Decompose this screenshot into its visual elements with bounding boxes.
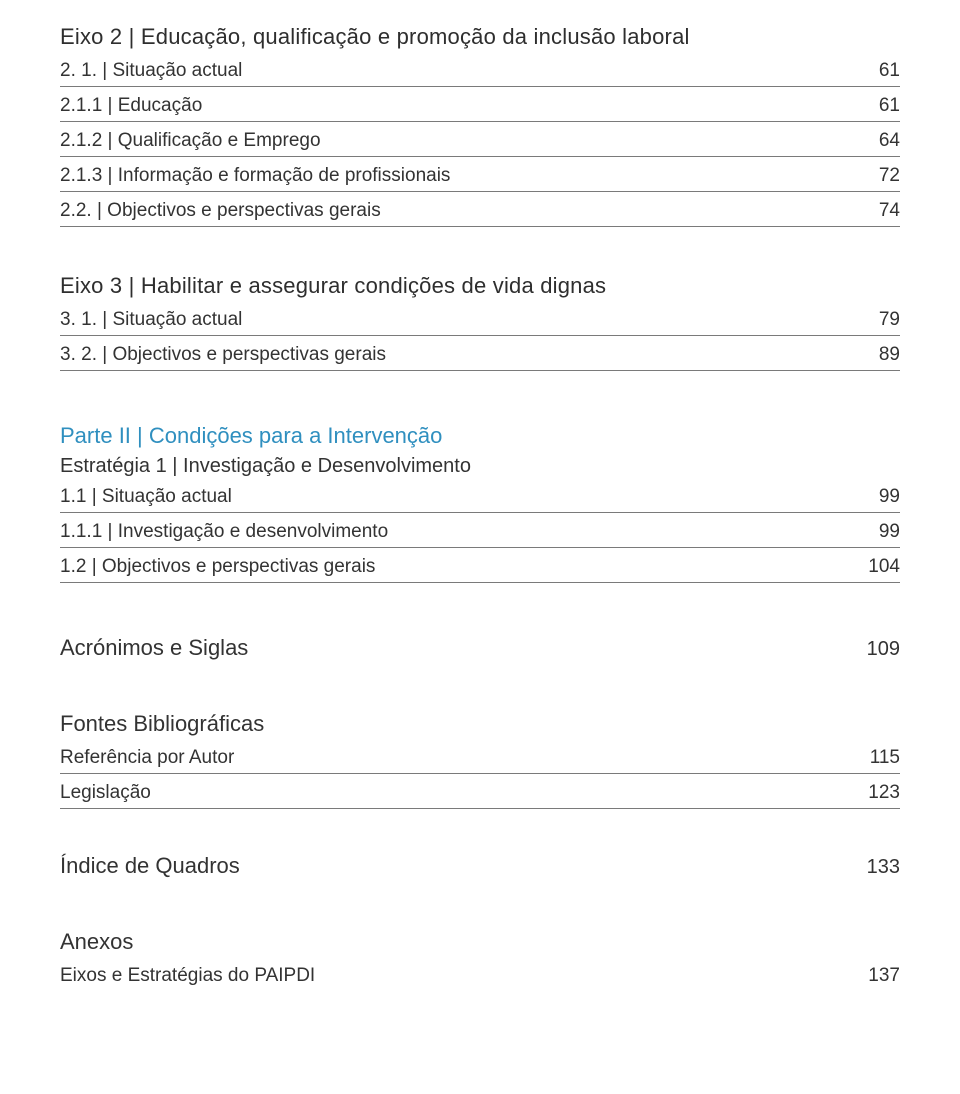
toc-page: 115 (870, 747, 900, 769)
toc-label: 3. 2. | Objectivos e perspectivas gerais (60, 344, 386, 366)
toc-page: 89 (879, 344, 900, 366)
subheading-estrategia1: Estratégia 1 | Investigação e Desenvolvi… (60, 455, 900, 478)
toc-entry: 2.1.3 | Informação e formação de profiss… (60, 165, 900, 192)
toc-label: Legislação (60, 782, 151, 804)
toc-page: 99 (879, 486, 900, 508)
toc-label: Referência por Autor (60, 747, 234, 769)
toc-group-eixo3: Eixo 3 | Habilitar e assegurar condições… (60, 273, 900, 371)
toc-entry: 2.1.1 | Educação 61 (60, 95, 900, 122)
toc-entry: 3. 1. | Situação actual 79 (60, 309, 900, 336)
toc-page: 133 (867, 856, 900, 879)
toc-page: 72 (879, 165, 900, 187)
toc-label: 2.2. | Objectivos e perspectivas gerais (60, 200, 381, 222)
heading-parte2: Parte II | Condições para a Intervenção (60, 423, 900, 449)
toc-group-anexos: Anexos Eixos e Estratégias do PAIPDI 137 (60, 929, 900, 991)
toc-label: 1.1 | Situação actual (60, 486, 232, 508)
toc-label: 2.1.3 | Informação e formação de profiss… (60, 165, 450, 187)
toc-label: 2.1.1 | Educação (60, 95, 202, 117)
toc-entry: 1.1 | Situação actual 99 (60, 486, 900, 513)
heading-fontes: Fontes Bibliográficas (60, 711, 900, 737)
toc-page: 109 (867, 638, 900, 661)
toc-entry: 1.2 | Objectivos e perspectivas gerais 1… (60, 556, 900, 583)
toc-page: 64 (879, 130, 900, 152)
toc-entry: 2. 1. | Situação actual 61 (60, 60, 900, 87)
toc-label: 2.1.2 | Qualificação e Emprego (60, 130, 321, 152)
toc-label: 3. 1. | Situação actual (60, 309, 242, 331)
toc-page: 79 (879, 309, 900, 331)
toc-page: 104 (868, 556, 900, 578)
toc-entry: 1.1.1 | Investigação e desenvolvimento 9… (60, 521, 900, 548)
toc-label: 1.1.1 | Investigação e desenvolvimento (60, 521, 388, 543)
toc-page: 74 (879, 200, 900, 222)
toc-group-fontes: Fontes Bibliográficas Referência por Aut… (60, 711, 900, 809)
toc-entry: Referência por Autor 115 (60, 747, 900, 774)
toc-entry-indice: Índice de Quadros 133 (60, 853, 900, 879)
toc-page: 123 (868, 782, 900, 804)
toc-entry: Legislação 123 (60, 782, 900, 809)
toc-label: Índice de Quadros (60, 853, 240, 879)
toc-page: 61 (879, 95, 900, 117)
toc-entry-acronimos: Acrónimos e Siglas 109 (60, 635, 900, 661)
toc-group-parte2: Parte II | Condições para a Intervenção … (60, 423, 900, 583)
heading-eixo2: Eixo 2 | Educação, qualificação e promoç… (60, 24, 900, 50)
toc-page: 99 (879, 521, 900, 543)
toc-page: 61 (879, 60, 900, 82)
toc-page: 137 (868, 965, 900, 987)
toc-entry: 2.2. | Objectivos e perspectivas gerais … (60, 200, 900, 227)
toc-entry: 3. 2. | Objectivos e perspectivas gerais… (60, 344, 900, 371)
toc-entry: Eixos e Estratégias do PAIPDI 137 (60, 965, 900, 991)
toc-entry: 2.1.2 | Qualificação e Emprego 64 (60, 130, 900, 157)
toc-label: Eixos e Estratégias do PAIPDI (60, 965, 315, 987)
toc-label: Acrónimos e Siglas (60, 635, 248, 661)
toc-label: 2. 1. | Situação actual (60, 60, 242, 82)
heading-eixo3: Eixo 3 | Habilitar e assegurar condições… (60, 273, 900, 299)
toc-group-eixo2: Eixo 2 | Educação, qualificação e promoç… (60, 24, 900, 227)
toc-label: 1.2 | Objectivos e perspectivas gerais (60, 556, 375, 578)
heading-anexos: Anexos (60, 929, 900, 955)
